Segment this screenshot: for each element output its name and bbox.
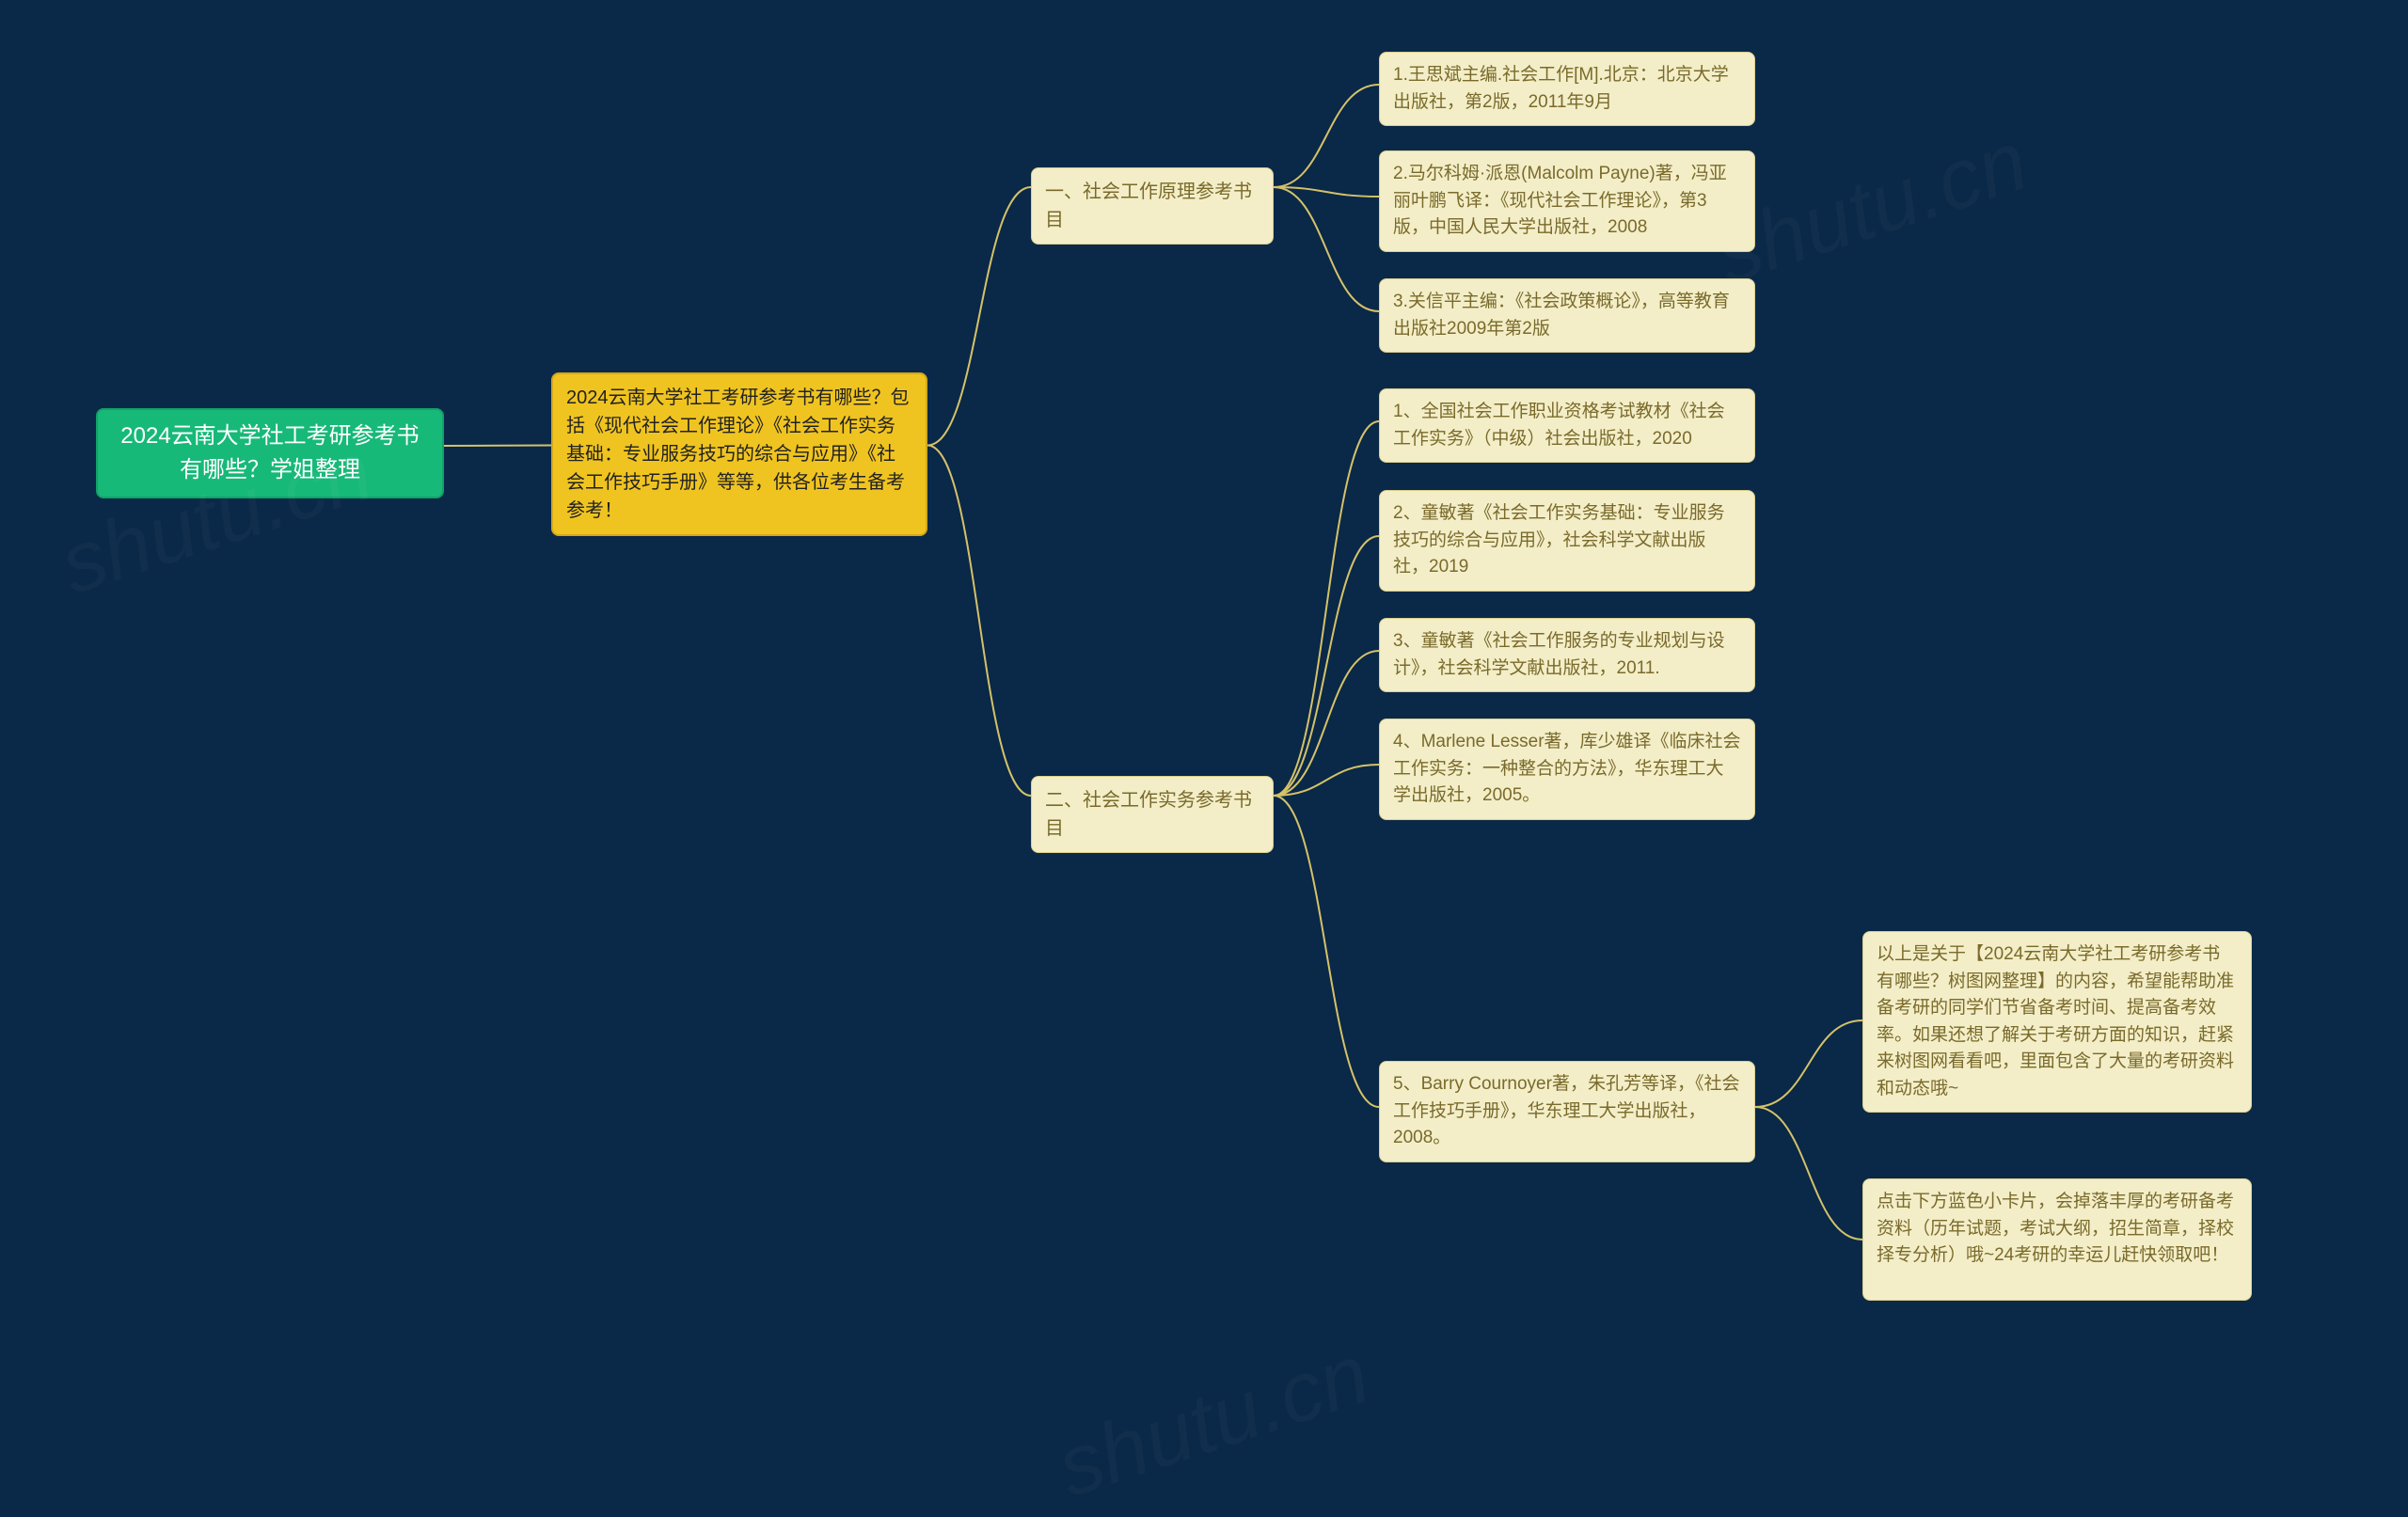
edge: [927, 187, 1031, 446]
leaf-node-1-3-label: 4、Marlene Lesser著，库少雄译《临床社会工作实务：一种整合的方法》…: [1393, 732, 1741, 805]
edge: [1274, 421, 1379, 796]
edge: [1274, 536, 1379, 796]
leaf-child-1-4-1-label: 点击下方蓝色小卡片，会掉落丰厚的考研备考资料（历年试题，考试大纲，招生简章，择校…: [1877, 1192, 2234, 1265]
leaf-node-1-4: 5、Barry Cournoyer著，朱孔芳等译，《社会工作技巧手册》，华东理工…: [1379, 1061, 1755, 1162]
leaf-node-1-1-label: 2、童敏著《社会工作实务基础：专业服务技巧的综合与应用》，社会科学文献出版社，2…: [1393, 503, 1725, 577]
edge: [1274, 85, 1379, 187]
root-node-label: 2024云南大学社工考研参考书有哪些？学姐整理: [120, 423, 419, 482]
edge: [1274, 765, 1379, 796]
edge: [444, 446, 551, 447]
leaf-node-1-0: 1、全国社会工作职业资格考试教材《社会工作实务》（中级）社会出版社，2020: [1379, 388, 1755, 463]
edge: [1274, 651, 1379, 796]
leaf-node-1-1: 2、童敏著《社会工作实务基础：专业服务技巧的综合与应用》，社会科学文献出版社，2…: [1379, 490, 1755, 592]
leaf-node-0-0-label: 1.王思斌主编.社会工作[M].北京：北京大学出版社，第2版，2011年9月: [1393, 65, 1729, 112]
watermark-2: shutu.cn: [1046, 1326, 1380, 1517]
leaf-node-0-1: 2.马尔科姆·派恩(Malcolm Payne)著，冯亚丽叶鹏飞译：《现代社会工…: [1379, 150, 1755, 252]
edge: [927, 446, 1031, 797]
leaf-node-0-0: 1.王思斌主编.社会工作[M].北京：北京大学出版社，第2版，2011年9月: [1379, 52, 1755, 126]
section-node-1: 二、社会工作实务参考书目: [1031, 776, 1274, 853]
summary-node-label: 2024云南大学社工考研参考书有哪些？包括《现代社会工作理论》《社会工作实务基础…: [566, 387, 910, 521]
edge: [1274, 187, 1379, 311]
section-node-0: 一、社会工作原理参考书目: [1031, 167, 1274, 245]
edge: [1755, 1020, 1862, 1107]
leaf-node-0-1-label: 2.马尔科姆·派恩(Malcolm Payne)著，冯亚丽叶鹏飞译：《现代社会工…: [1393, 164, 1727, 237]
edge: [1274, 796, 1379, 1107]
leaf-node-1-2: 3、童敏著《社会工作服务的专业规划与设计》，社会科学文献出版社，2011.: [1379, 618, 1755, 692]
summary-node: 2024云南大学社工考研参考书有哪些？包括《现代社会工作理论》《社会工作实务基础…: [551, 372, 927, 536]
leaf-node-1-4-label: 5、Barry Cournoyer著，朱孔芳等译，《社会工作技巧手册》，华东理工…: [1393, 1074, 1739, 1147]
edge: [1755, 1107, 1862, 1240]
leaf-node-1-0-label: 1、全国社会工作职业资格考试教材《社会工作实务》（中级）社会出版社，2020: [1393, 402, 1725, 449]
leaf-child-1-4-0: 以上是关于【2024云南大学社工考研参考书有哪些？树图网整理】的内容，希望能帮助…: [1862, 931, 2252, 1113]
leaf-node-1-2-label: 3、童敏著《社会工作服务的专业规划与设计》，社会科学文献出版社，2011.: [1393, 631, 1725, 678]
section-node-1-label: 二、社会工作实务参考书目: [1045, 790, 1252, 839]
leaf-child-1-4-0-label: 以上是关于【2024云南大学社工考研参考书有哪些？树图网整理】的内容，希望能帮助…: [1877, 944, 2234, 1098]
leaf-node-0-2: 3.关信平主编：《社会政策概论》，高等教育出版社2009年第2版: [1379, 278, 1755, 353]
section-node-0-label: 一、社会工作原理参考书目: [1045, 182, 1252, 230]
leaf-node-0-2-label: 3.关信平主编：《社会政策概论》，高等教育出版社2009年第2版: [1393, 292, 1730, 339]
leaf-node-1-3: 4、Marlene Lesser著，库少雄译《临床社会工作实务：一种整合的方法》…: [1379, 719, 1755, 820]
edge: [1274, 187, 1379, 197]
root-node: 2024云南大学社工考研参考书有哪些？学姐整理: [96, 408, 444, 498]
leaf-child-1-4-1: 点击下方蓝色小卡片，会掉落丰厚的考研备考资料（历年试题，考试大纲，招生简章，择校…: [1862, 1178, 2252, 1301]
